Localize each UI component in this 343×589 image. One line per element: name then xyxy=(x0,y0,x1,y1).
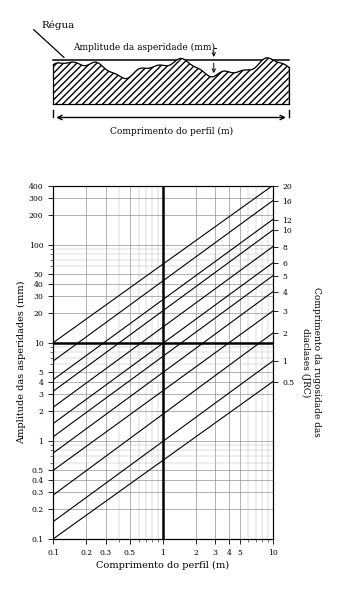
Text: Comprimento do perfil (m): Comprimento do perfil (m) xyxy=(109,127,233,136)
Y-axis label: Amplitude das asperidades (mm): Amplitude das asperidades (mm) xyxy=(17,280,26,444)
Text: Amplitude da asperidade (mm): Amplitude da asperidade (mm) xyxy=(73,43,215,52)
Y-axis label: Comprimento da rugosidade das
diaclases (JRC): Comprimento da rugosidade das diaclases … xyxy=(301,287,321,437)
Text: Régua: Régua xyxy=(41,20,74,29)
X-axis label: Comprimento do perfil (m): Comprimento do perfil (m) xyxy=(96,561,229,570)
